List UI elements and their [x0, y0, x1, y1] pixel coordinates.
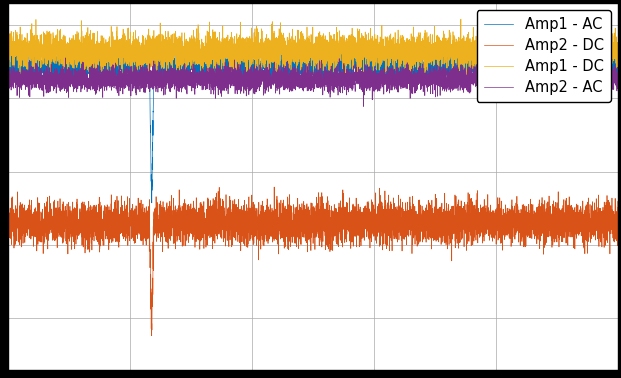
Line: Amp1 - AC: Amp1 - AC	[8, 43, 619, 203]
Amp2 - AC	[35, 77, 43, 81]
Amp2 - AC	[225, 79, 233, 84]
Amp2 - DC	[392, 224, 400, 229]
Amp1 - AC	[225, 62, 233, 67]
Amp2 - AC	[457, 73, 465, 78]
Amp2 - DC	[4, 211, 12, 215]
Amp1 - DC	[4, 66, 12, 71]
Amp2 - AC	[489, 82, 497, 86]
Amp1 - AC	[615, 63, 621, 68]
Amp2 - DC	[225, 220, 233, 225]
Amp2 - AC	[360, 104, 368, 109]
Amp2 - DC	[489, 224, 497, 228]
Amp1 - AC	[148, 201, 155, 205]
Amp1 - DC	[242, 88, 249, 93]
Amp1 - DC	[615, 54, 621, 58]
Amp1 - AC	[35, 59, 43, 64]
Amp1 - DC	[537, 15, 545, 20]
Amp2 - DC	[148, 333, 155, 338]
Amp2 - AC	[392, 74, 400, 79]
Amp2 - AC	[615, 80, 621, 85]
Amp1 - AC	[4, 53, 12, 58]
Amp1 - DC	[489, 37, 497, 42]
Amp2 - AC	[61, 56, 69, 60]
Amp2 - AC	[4, 79, 12, 83]
Amp1 - DC	[366, 55, 373, 59]
Amp2 - DC	[271, 185, 278, 189]
Line: Amp2 - AC: Amp2 - AC	[8, 58, 619, 107]
Amp1 - AC	[489, 59, 497, 63]
Amp1 - AC	[457, 72, 465, 76]
Line: Amp1 - DC: Amp1 - DC	[8, 17, 619, 90]
Amp2 - DC	[457, 209, 465, 214]
Amp1 - AC	[392, 58, 400, 63]
Amp1 - AC	[242, 41, 250, 46]
Line: Amp2 - DC: Amp2 - DC	[8, 187, 619, 336]
Amp2 - DC	[35, 222, 43, 226]
Amp2 - DC	[615, 222, 621, 226]
Amp1 - AC	[366, 65, 373, 69]
Amp2 - DC	[366, 232, 373, 237]
Amp1 - DC	[392, 46, 400, 50]
Amp1 - DC	[457, 38, 465, 43]
Amp1 - DC	[225, 51, 233, 56]
Legend: Amp1 - AC, Amp2 - DC, Amp1 - DC, Amp2 - AC: Amp1 - AC, Amp2 - DC, Amp1 - DC, Amp2 - …	[476, 10, 611, 102]
Amp2 - AC	[366, 79, 373, 84]
Amp1 - DC	[35, 46, 43, 51]
